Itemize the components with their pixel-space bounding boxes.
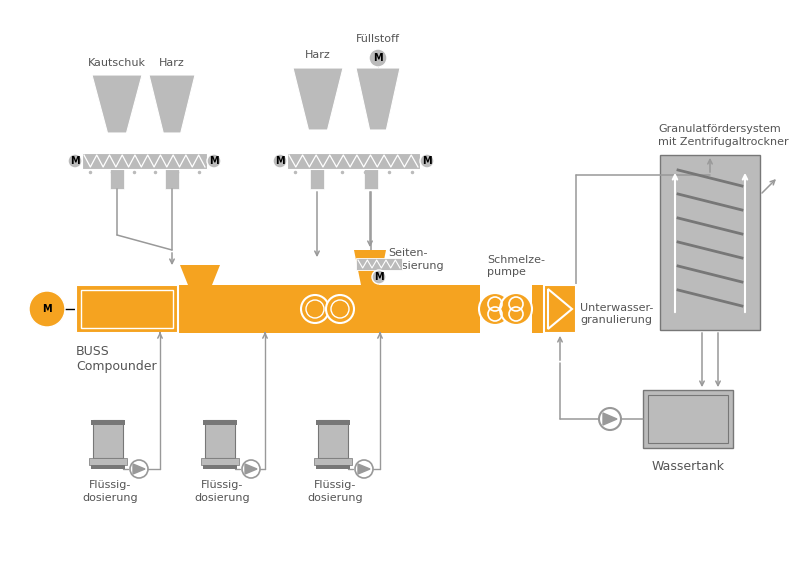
- Circle shape: [68, 154, 82, 168]
- Circle shape: [479, 293, 511, 325]
- Text: M: M: [42, 304, 52, 314]
- Circle shape: [29, 291, 65, 327]
- Circle shape: [207, 154, 221, 168]
- Text: M: M: [422, 156, 432, 166]
- Circle shape: [301, 295, 329, 323]
- Bar: [356, 258, 402, 270]
- Bar: [203, 465, 237, 469]
- Text: Flüssig-
dosierung: Flüssig- dosierung: [307, 480, 363, 503]
- Polygon shape: [603, 413, 617, 425]
- Bar: [81, 290, 173, 328]
- Text: Unterwasser-
granulierung: Unterwasser- granulierung: [580, 303, 654, 325]
- Circle shape: [369, 49, 387, 67]
- Bar: [316, 465, 350, 469]
- Bar: [364, 169, 378, 189]
- Bar: [89, 458, 127, 465]
- Text: Harz: Harz: [159, 58, 185, 68]
- Circle shape: [420, 154, 434, 168]
- Bar: [203, 420, 237, 425]
- Polygon shape: [293, 68, 343, 130]
- Polygon shape: [358, 464, 370, 474]
- Text: Seiten-
dosierung: Seiten- dosierung: [388, 248, 444, 271]
- Bar: [201, 458, 239, 465]
- Text: M: M: [209, 156, 219, 166]
- Bar: [205, 420, 235, 458]
- Text: Schmelze-
pumpe: Schmelze- pumpe: [487, 255, 545, 277]
- Text: M: M: [275, 156, 285, 166]
- Bar: [287, 153, 420, 169]
- Circle shape: [273, 154, 287, 168]
- Polygon shape: [149, 75, 195, 133]
- Bar: [648, 395, 728, 443]
- Bar: [643, 390, 733, 448]
- Circle shape: [372, 270, 386, 284]
- Text: Flüssig-
dosierung: Flüssig- dosierung: [82, 480, 138, 503]
- Polygon shape: [133, 464, 145, 474]
- Bar: [318, 420, 348, 458]
- Polygon shape: [180, 265, 220, 285]
- Bar: [458, 285, 480, 333]
- Bar: [178, 285, 458, 333]
- Text: M: M: [373, 53, 383, 63]
- Circle shape: [326, 295, 354, 323]
- Polygon shape: [356, 68, 400, 130]
- Bar: [165, 169, 179, 189]
- Polygon shape: [245, 464, 257, 474]
- Bar: [91, 420, 125, 425]
- Text: BUSS
Compounder: BUSS Compounder: [76, 345, 157, 373]
- Text: Kautschuk: Kautschuk: [88, 58, 146, 68]
- Text: Granulatfördersystem
mit Zentrifugaltrockner: Granulatfördersystem mit Zentrifugaltroc…: [658, 124, 789, 147]
- Text: Füllstoff: Füllstoff: [356, 34, 400, 44]
- Text: M: M: [70, 156, 80, 166]
- Bar: [76, 285, 178, 333]
- Text: Wassertank: Wassertank: [651, 460, 725, 473]
- Text: Flüssig-
dosierung: Flüssig- dosierung: [194, 480, 250, 503]
- Polygon shape: [92, 75, 142, 133]
- Bar: [110, 169, 124, 189]
- Circle shape: [500, 293, 532, 325]
- Bar: [544, 285, 576, 333]
- Bar: [532, 285, 544, 333]
- Bar: [310, 169, 324, 189]
- Bar: [316, 420, 350, 425]
- Bar: [82, 153, 207, 169]
- Bar: [91, 465, 125, 469]
- Polygon shape: [354, 250, 386, 285]
- Text: M: M: [374, 272, 384, 282]
- Bar: [314, 458, 352, 465]
- Text: Harz: Harz: [305, 50, 331, 60]
- Bar: [93, 420, 123, 458]
- Bar: [660, 155, 760, 330]
